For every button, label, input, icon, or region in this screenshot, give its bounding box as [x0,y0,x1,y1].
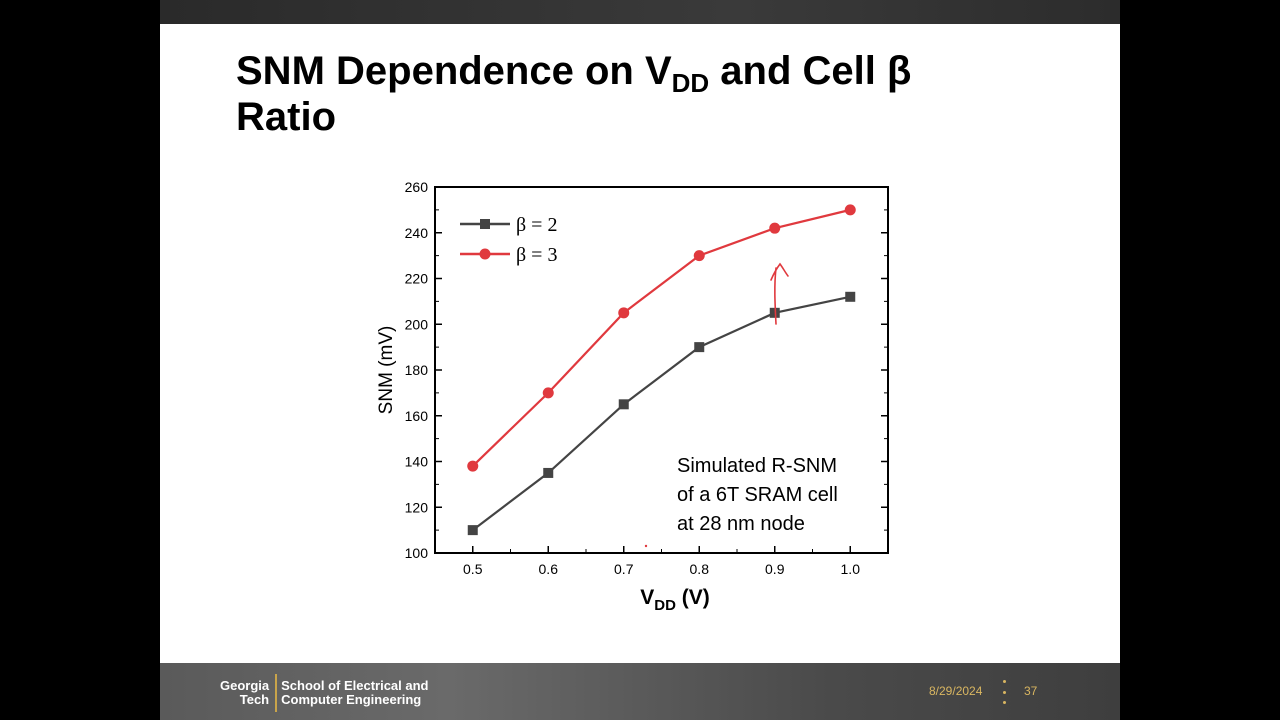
pen-arrow-annotation [770,262,789,325]
y-tick-label: 120 [405,499,429,515]
x-tick-label: 0.6 [539,561,559,577]
logo-divider [275,674,278,712]
x-axis-label-main: V [640,586,654,609]
title-line2: Ratio [236,95,336,139]
logo-georgia: Georgia [220,678,270,693]
y-tick-label: 240 [405,225,429,241]
logo-school-line1: School of Electrical and [281,678,429,693]
snm-chart: 0.5 0.6 0.7 0.8 0.9 1.0 100 120 140 160 180 200 220… [376,179,889,614]
slide-title: SNM Dependence on VDD and Cell β Ratio [236,48,1036,140]
data-point-beta3 [769,222,781,234]
series-line-beta3 [471,208,851,467]
annotation-line-2: of a 6T SRAM cell [677,484,838,506]
top-bar [160,0,1120,24]
footer-page-number: 37 [1024,684,1038,698]
footer-divider-dots [1002,680,1006,704]
x-tick-label: 1.0 [841,561,861,577]
data-point-beta2 [845,291,856,302]
logo-tech: Tech [239,692,270,707]
annotation-line-3: at 28 nm node [677,513,805,535]
title-subscript: DD [671,68,710,98]
data-point-beta3 [844,204,856,216]
title-part1: SNM Dependence on V [236,49,672,93]
x-axis-label: VDD (V) [640,586,710,614]
x-tick-label: 0.8 [690,561,710,577]
legend-label-beta2: β = 2 [516,214,557,236]
legend-marker-beta2 [480,219,490,229]
y-axis: 100 120 140 160 180 200 220 240 260 [405,179,888,561]
x-tick-label: 0.7 [614,561,634,577]
y-tick-label: 160 [405,408,429,424]
logo-school-line2: Computer Engineering [281,692,422,707]
data-point-beta2 [618,399,629,410]
institution-logo: Georgia Tech School of Electrical and Co… [220,673,429,713]
y-tick-label: 220 [405,271,429,287]
y-axis-label: SNM (mV) [376,326,397,415]
x-axis-label-sub: DD [654,597,676,614]
data-point-beta2 [467,525,478,536]
annotation-line-1: Simulated R-SNM [677,455,837,477]
y-tick-label: 260 [405,179,429,195]
annotation-text: Simulated R-SNM of a 6T SRAM cell at 28 … [677,455,843,535]
data-point-beta2 [543,467,554,478]
footer-date: 8/29/2024 [929,684,983,698]
slide: SNM Dependence on VDD and Cell β Ratio 0.… [160,24,1120,663]
series-line-beta2 [472,295,851,532]
y-tick-label: 140 [405,454,429,470]
x-axis: 0.5 0.6 0.7 0.8 0.9 1.0 [463,546,860,577]
legend-marker-beta3 [479,248,491,260]
data-point-beta3 [618,307,630,319]
legend-label-beta3: β = 3 [516,244,557,266]
pen-dot-annotation [644,544,648,548]
footer-bar: Georgia Tech School of Electrical and Co… [160,663,1120,720]
y-tick-label: 100 [405,545,429,561]
data-point-beta2 [694,342,705,353]
data-point-beta3 [467,460,479,472]
y-tick-label: 200 [405,316,429,332]
data-point-beta3 [542,387,554,399]
y-tick-label: 180 [405,362,429,378]
x-tick-label: 0.5 [463,561,483,577]
data-point-beta3 [693,250,705,262]
x-axis-label-unit: (V) [676,586,710,609]
x-tick-label: 0.9 [765,561,785,577]
title-part2: and Cell β [709,49,912,93]
legend: β = 2 β = 3 [460,214,557,266]
